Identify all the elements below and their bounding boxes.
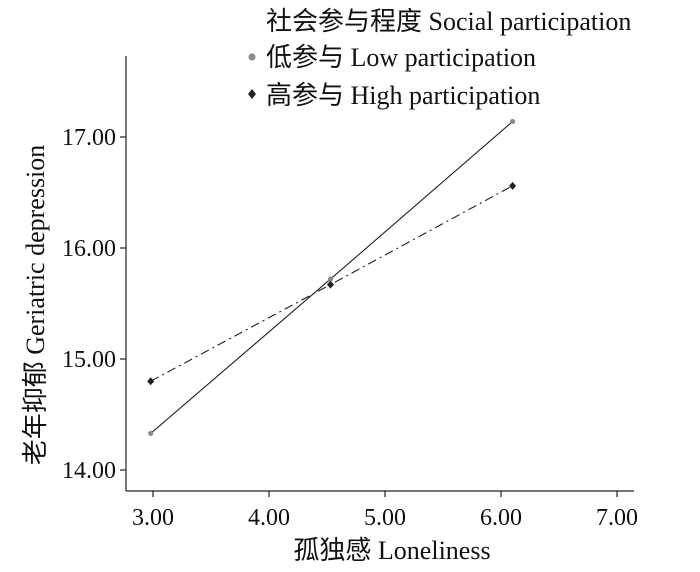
legend-marker-low: [248, 53, 256, 61]
legend-label-high: 高参与 High participation: [266, 81, 540, 110]
x-tick-label: 4.00: [248, 505, 290, 531]
data-point-low: [327, 276, 334, 282]
y-tick-label: 15.00: [62, 347, 116, 373]
x-ticks: 3.00 4.00 5.00 6.00 7.00: [132, 491, 638, 531]
data-point-high: [147, 377, 155, 386]
y-tick-label: 16.00: [62, 236, 116, 262]
legend-marker-high: [248, 89, 256, 99]
legend: 社会参与程度 Social participation 低参与 Low part…: [248, 7, 631, 110]
data-point-high: [509, 181, 517, 190]
data-point-high: [326, 280, 334, 289]
x-tick-label: 7.00: [596, 505, 638, 531]
y-tick-label: 14.00: [62, 458, 116, 484]
x-axis-title: 孤独感 Loneliness: [293, 536, 490, 565]
axes: [125, 56, 634, 492]
series-layer: [147, 118, 517, 436]
x-tick-label: 3.00: [132, 505, 174, 531]
y-ticks: 14.00 15.00 16.00 17.00: [62, 125, 126, 484]
legend-title: 社会参与程度 Social participation: [266, 7, 631, 36]
x-tick-label: 5.00: [364, 505, 406, 531]
x-tick-label: 6.00: [480, 505, 522, 531]
legend-label-low: 低参与 Low participation: [266, 43, 536, 72]
y-axis-title: 老年抑郁 Geriatric depression: [21, 145, 50, 466]
data-point-low: [509, 118, 516, 125]
data-point-low: [148, 430, 154, 436]
y-tick-label: 17.00: [62, 125, 116, 151]
